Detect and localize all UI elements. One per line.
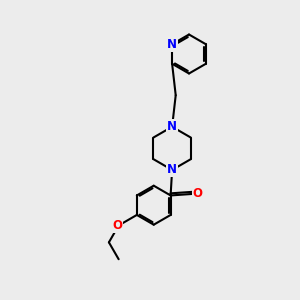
Text: O: O [193, 188, 202, 200]
Text: N: N [167, 164, 177, 176]
Text: N: N [167, 38, 177, 51]
Text: O: O [112, 219, 122, 232]
Text: N: N [167, 120, 177, 133]
